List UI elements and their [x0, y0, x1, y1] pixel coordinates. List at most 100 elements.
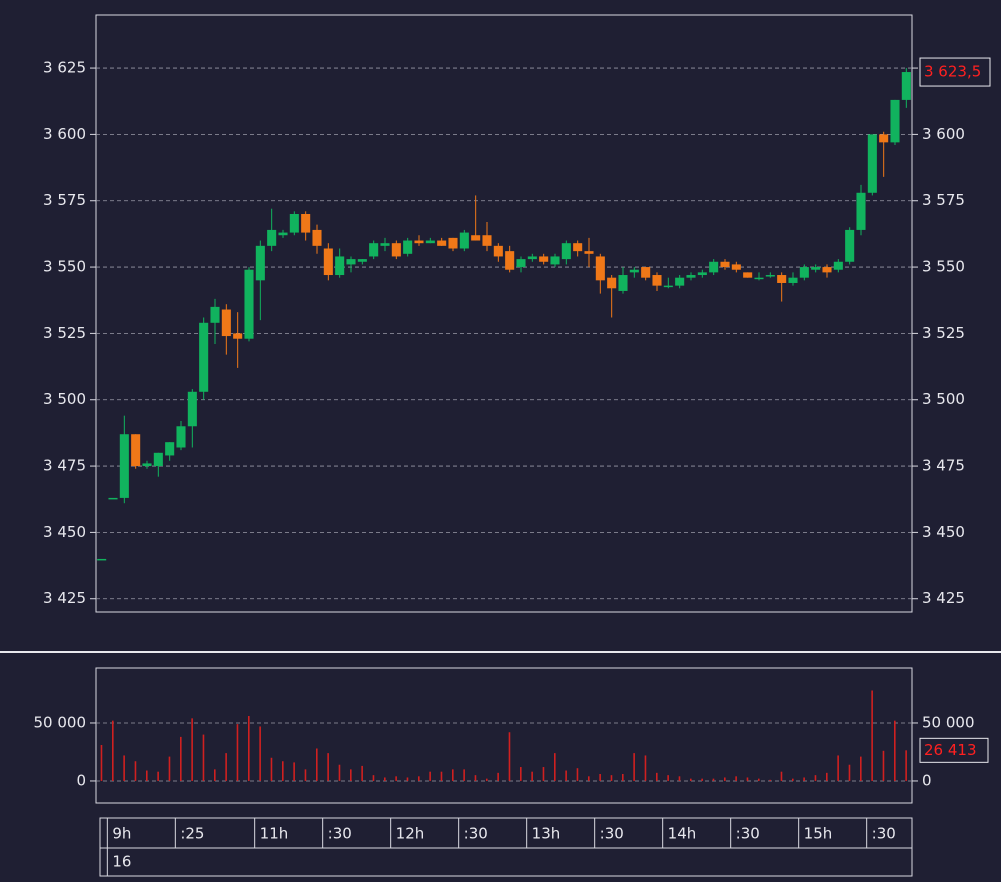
candle-body [754, 277, 764, 280]
volume-bar [452, 769, 454, 781]
candle-body [437, 240, 447, 246]
candle-body [595, 256, 605, 281]
y-tick-label: 3 475 [922, 457, 965, 475]
volume-bar [202, 734, 205, 781]
candle-body [108, 497, 118, 500]
volume-bar [384, 777, 386, 781]
volume-bar [837, 755, 839, 781]
candle-body [720, 261, 730, 268]
candle-body [867, 134, 877, 193]
volume-bar [338, 764, 341, 781]
volume-bar [894, 720, 896, 781]
volume-bar [270, 757, 273, 781]
y2-tick-label: 50 000 [34, 713, 87, 731]
candle-body [516, 259, 526, 268]
volume-bar [814, 775, 817, 781]
y2-tick-label: 50 000 [922, 713, 975, 731]
volume-panel [95, 667, 913, 804]
volume-bar [304, 769, 307, 781]
candle-body [584, 251, 594, 254]
volume-bar [508, 732, 511, 781]
x-tick-label: :30 [872, 825, 896, 843]
y-tick-label: 3 575 [922, 191, 965, 209]
volume-bar [486, 778, 488, 781]
candle-body [199, 322, 209, 392]
last-price-box [919, 57, 991, 87]
candle-body [380, 243, 390, 246]
x-tick-label: 13h [532, 825, 561, 843]
volume-bar [667, 775, 669, 781]
volume-bar [644, 755, 647, 781]
y2-tick-label: 0 [922, 771, 932, 789]
y-tick-label: 3 550 [43, 258, 86, 276]
volume-bar [350, 769, 352, 781]
candle-body [210, 306, 220, 323]
x-tick-label: :30 [600, 825, 624, 843]
y-tick-label: 3 625 [43, 59, 86, 77]
volume-bar [100, 745, 103, 781]
y-tick-label: 3 425 [922, 589, 965, 607]
y2-tick-label: 0 [76, 771, 86, 789]
candle-body [448, 237, 458, 249]
volume-bar [633, 753, 635, 781]
candle-body [686, 275, 696, 278]
volume-bar [576, 768, 579, 781]
y-tick-label: 3 475 [43, 457, 86, 475]
candle-body [403, 240, 413, 254]
volume-bar [622, 774, 624, 781]
volume-bar [712, 778, 715, 781]
volume-bar [372, 775, 375, 781]
x-tick-label: 9h [112, 825, 131, 843]
volume-bar [282, 761, 284, 781]
y-tick-label: 3 450 [922, 523, 965, 541]
volume-bar [656, 772, 658, 781]
volume-bar [610, 775, 613, 781]
candle-body [335, 256, 345, 276]
candle-body [539, 256, 549, 262]
candle-body [845, 229, 855, 262]
x-tick-label: 15h [804, 825, 833, 843]
volume-bar [168, 756, 171, 781]
candle-body [652, 275, 662, 286]
candle-body [357, 259, 367, 262]
volume-bar [882, 750, 885, 781]
y-tick-label: 3 550 [922, 258, 965, 276]
x-tick-label: 12h [396, 825, 425, 843]
volume-bar [429, 771, 431, 781]
volume-bar [327, 753, 329, 781]
volume-bar [554, 753, 556, 781]
candle-body [641, 267, 651, 278]
last-price-label: 3 623,5 [924, 63, 981, 81]
y-tick-label: 3 600 [43, 125, 86, 143]
volume-bar [542, 767, 545, 781]
volume-bar [395, 776, 397, 781]
last-volume-label: 26 413 [924, 741, 977, 759]
candle-body [267, 229, 277, 246]
candle-body [346, 259, 356, 265]
x-tick-label: :30 [736, 825, 760, 843]
candle-body [369, 243, 379, 257]
candle-body [799, 267, 809, 278]
candle-body [482, 235, 492, 246]
y-tick-label: 3 500 [43, 390, 86, 408]
candle-body [822, 267, 832, 273]
volume-bar [701, 778, 703, 781]
volume-bar [758, 778, 760, 781]
candle-body [663, 285, 673, 288]
date-axis [99, 847, 913, 877]
volume-bar [123, 755, 125, 781]
candle-body [573, 243, 583, 252]
volume-bar [792, 778, 794, 781]
volume-bar [418, 776, 420, 781]
candle-body [777, 275, 787, 283]
volume-bar [724, 777, 726, 781]
candle-body [153, 452, 163, 467]
candle-body [901, 72, 911, 100]
volume-bar [361, 765, 363, 781]
candle-body [97, 558, 107, 561]
candle-body [301, 214, 311, 233]
volume-bar [259, 726, 261, 781]
volume-bar [316, 748, 318, 781]
